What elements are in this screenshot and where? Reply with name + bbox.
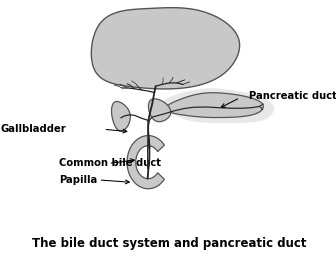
Polygon shape [91, 8, 240, 89]
Polygon shape [149, 99, 171, 122]
Polygon shape [127, 136, 164, 189]
Polygon shape [165, 93, 263, 118]
Text: Gallbladder: Gallbladder [0, 124, 66, 134]
Polygon shape [162, 88, 274, 123]
Text: Pancreatic duct: Pancreatic duct [249, 91, 336, 101]
Text: Common bile duct: Common bile duct [59, 158, 161, 168]
Text: Papilla: Papilla [59, 175, 97, 185]
Text: The bile duct system and pancreatic duct: The bile duct system and pancreatic duct [32, 237, 306, 250]
Polygon shape [112, 102, 130, 131]
